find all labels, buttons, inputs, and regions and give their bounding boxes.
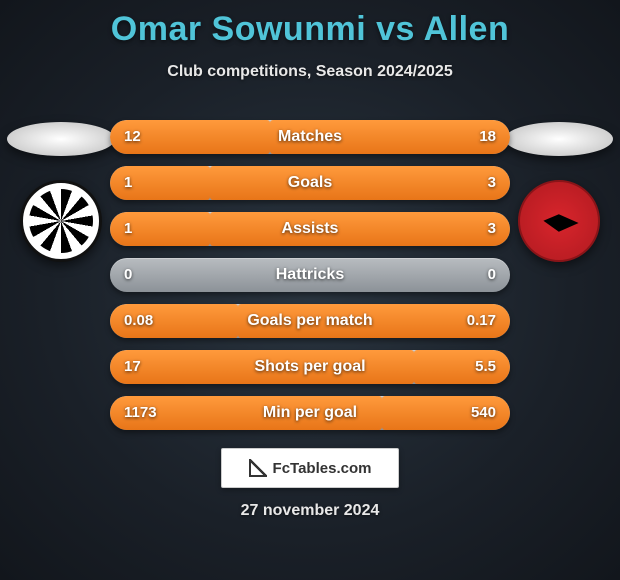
player-left-photo <box>7 122 115 156</box>
stat-row: 00Hattricks <box>110 258 510 292</box>
stat-label: Matches <box>110 120 510 154</box>
footer-brand: FcTables.com <box>221 448 399 488</box>
player-right-panel <box>504 122 614 262</box>
stat-label: Goals <box>110 166 510 200</box>
page-title: Omar Sowunmi vs Allen <box>0 0 620 49</box>
stat-label: Assists <box>110 212 510 246</box>
stat-row: 13Goals <box>110 166 510 200</box>
stat-row: 1218Matches <box>110 120 510 154</box>
stat-row: 0.080.17Goals per match <box>110 304 510 338</box>
stat-label: Hattricks <box>110 258 510 292</box>
stats-bars: 1218Matches 13Goals 13Assists 00Hattricks 0.… <box>110 120 510 442</box>
stat-row: 13Assists <box>110 212 510 246</box>
stat-label: Shots per goal <box>110 350 510 384</box>
club-badge-left-inner <box>29 189 93 253</box>
stat-label: Min per goal <box>110 396 510 430</box>
stat-row: 1173540Min per goal <box>110 396 510 430</box>
page-subtitle: Club competitions, Season 2024/2025 <box>0 63 620 81</box>
stat-label: Goals per match <box>110 304 510 338</box>
club-badge-left <box>20 180 102 262</box>
player-left-panel <box>6 122 116 262</box>
stat-row: 175.5Shots per goal <box>110 350 510 384</box>
footer-date: 27 november 2024 <box>0 502 620 520</box>
chart-icon <box>249 459 267 477</box>
player-right-photo <box>505 122 613 156</box>
club-badge-right <box>518 180 600 262</box>
footer-brand-text: FcTables.com <box>273 460 372 477</box>
